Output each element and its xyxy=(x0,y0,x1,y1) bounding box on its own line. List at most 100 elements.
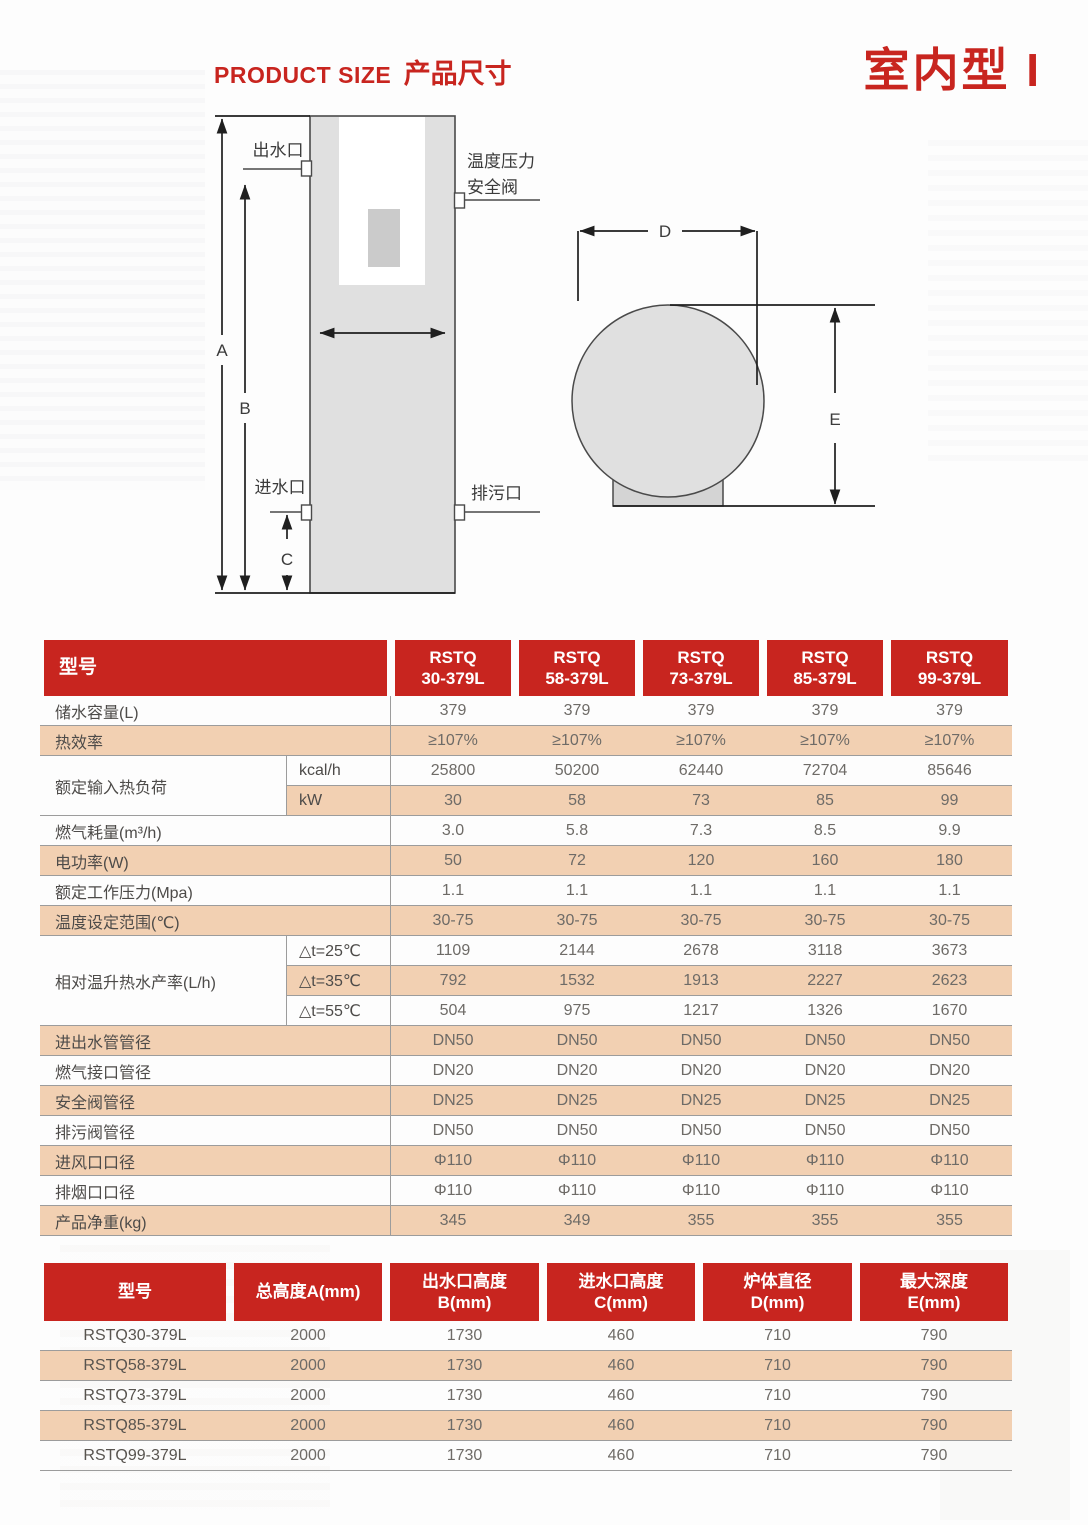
dim-cell: 460 xyxy=(543,1381,699,1411)
spec-cell: 62440 xyxy=(639,756,764,786)
spec-row-label: 燃气接口管径 xyxy=(40,1056,392,1086)
spec-cell: 975 xyxy=(515,996,640,1026)
spec-row: 热效率 ≥107% ≥107% ≥107% ≥107% ≥107% xyxy=(40,726,1013,756)
spec-cell: 58 xyxy=(515,786,640,816)
spec-row-label: 额定工作压力(Mpa) xyxy=(40,876,392,906)
dim-cell: 790 xyxy=(856,1321,1012,1351)
spec-row: 排烟口口径 Φ110 Φ110 Φ110 Φ110 Φ110 xyxy=(40,1176,1013,1206)
dim-cell: 1730 xyxy=(386,1321,543,1351)
spec-row-label: 燃气耗量(m³/h) xyxy=(40,816,392,846)
spec-table: 型号 RSTQ 30-379L RSTQ 58-379L RSTQ 73-379L R… xyxy=(40,640,1013,1236)
spec-row-label: 相对温升热水产率(L/h) xyxy=(40,936,287,1026)
spec-cell: 30-75 xyxy=(887,906,1013,936)
spec-row: 储水容量(L) 379 379 379 379 379 xyxy=(40,696,1013,726)
dimension-lines-top xyxy=(577,225,875,507)
spec-corner-header: 型号 xyxy=(44,640,388,696)
spec-header-row: 型号 RSTQ 30-379L RSTQ 58-379L RSTQ 73-379L R… xyxy=(40,640,1012,696)
page-title-en: PRODUCT SIZE xyxy=(214,62,392,88)
dim-row: RSTQ73-379L 2000 1730 460 710 790 xyxy=(40,1381,1012,1411)
dim-cell: 2000 xyxy=(230,1441,386,1471)
dim-cell: 790 xyxy=(856,1441,1012,1471)
outlet-port-label: 出水口 xyxy=(253,141,304,160)
tank-front-view xyxy=(309,115,456,594)
spec-cell: Φ110 xyxy=(887,1176,1013,1206)
spec-row: 额定工作压力(Mpa) 1.1 1.1 1.1 1.1 1.1 xyxy=(40,876,1013,906)
spec-cell: Φ110 xyxy=(391,1176,516,1206)
spec-row-label: 排污阀管径 xyxy=(40,1116,392,1146)
spec-cell: Φ110 xyxy=(639,1176,764,1206)
spec-row: 燃气接口管径 DN20 DN20 DN20 DN20 DN20 xyxy=(40,1056,1013,1086)
dim-model-cell: RSTQ99-379L xyxy=(40,1441,230,1471)
spec-cell: DN50 xyxy=(515,1026,640,1056)
valve-label-line1: 温度压力 xyxy=(467,152,535,171)
page-title-cn: 产品尺寸 xyxy=(403,59,512,89)
spec-cell: 792 xyxy=(391,966,516,996)
dim-e-label: E xyxy=(829,410,840,429)
spec-cell: Φ110 xyxy=(763,1146,888,1176)
model-header: RSTQ 85-379L xyxy=(767,640,884,696)
spec-cell: 355 xyxy=(887,1206,1013,1236)
spec-cell: DN50 xyxy=(515,1116,640,1146)
background-texture xyxy=(0,70,205,490)
spec-cell: 3673 xyxy=(887,936,1013,966)
spec-row: 电功率(W) 50 72 120 160 180 xyxy=(40,846,1013,876)
spec-cell: 1.1 xyxy=(763,876,888,906)
spec-row: 燃气耗量(m³/h) 3.0 5.8 7.3 8.5 9.9 xyxy=(40,816,1013,846)
spec-cell: 5.8 xyxy=(515,816,640,846)
spec-sub-label: △t=25℃ xyxy=(287,936,392,966)
drain-port-label: 排污口 xyxy=(471,484,522,503)
spec-cell: 50200 xyxy=(515,756,640,786)
spec-cell: DN25 xyxy=(515,1086,640,1116)
dim-model-cell: RSTQ85-379L xyxy=(40,1411,230,1441)
dim-cell: 460 xyxy=(543,1351,699,1381)
spec-sub-label: kcal/h xyxy=(287,756,392,786)
spec-cell: 7.3 xyxy=(639,816,764,846)
spec-sub-label: kW xyxy=(287,786,392,816)
spec-cell: 345 xyxy=(391,1206,516,1236)
spec-cell: 30 xyxy=(391,786,516,816)
model-header: RSTQ 99-379L xyxy=(891,640,1009,696)
spec-cell: 1.1 xyxy=(887,876,1013,906)
spec-cell: Φ110 xyxy=(887,1146,1013,1176)
background-texture xyxy=(928,140,1088,470)
spec-cell: 180 xyxy=(887,846,1013,876)
spec-cell: 349 xyxy=(515,1206,640,1236)
dim-model-cell: RSTQ73-379L xyxy=(40,1381,230,1411)
spec-row-label: 产品净重(kg) xyxy=(40,1206,392,1236)
spec-row-label: 进风口口径 xyxy=(40,1146,392,1176)
spec-row: 排污阀管径 DN50 DN50 DN50 DN50 DN50 xyxy=(40,1116,1013,1146)
spec-cell: 2623 xyxy=(887,966,1013,996)
spec-cell: 50 xyxy=(391,846,516,876)
spec-cell: Φ110 xyxy=(515,1176,640,1206)
dim-b-label: B xyxy=(239,399,250,418)
model-header: RSTQ 73-379L xyxy=(643,640,760,696)
dim-cell: 790 xyxy=(856,1351,1012,1381)
spec-cell: 30-75 xyxy=(639,906,764,936)
spec-cell: 2678 xyxy=(639,936,764,966)
spec-cell: DN25 xyxy=(391,1086,516,1116)
dim-header: 型号 xyxy=(44,1263,226,1321)
spec-row: 温度设定范围(℃) 30-75 30-75 30-75 30-75 30-75 xyxy=(40,906,1013,936)
dim-cell: 2000 xyxy=(230,1321,386,1351)
dim-cell: 710 xyxy=(699,1381,856,1411)
spec-cell: 379 xyxy=(391,696,516,726)
spec-cell: ≥107% xyxy=(639,726,764,756)
spec-row-label: 进出水管管径 xyxy=(40,1026,392,1056)
spec-cell: DN50 xyxy=(763,1116,888,1146)
dim-cell: 1730 xyxy=(386,1411,543,1441)
spec-cell: 379 xyxy=(887,696,1013,726)
spec-cell: 504 xyxy=(391,996,516,1026)
spec-cell: DN50 xyxy=(639,1116,764,1146)
spec-cell: 379 xyxy=(515,696,640,726)
spec-cell: 30-75 xyxy=(515,906,640,936)
spec-cell: 73 xyxy=(639,786,764,816)
spec-cell: 72704 xyxy=(763,756,888,786)
dim-cell: 2000 xyxy=(230,1411,386,1441)
spec-cell: 1.1 xyxy=(515,876,640,906)
spec-cell: 160 xyxy=(763,846,888,876)
dim-cell: 2000 xyxy=(230,1381,386,1411)
spec-row-label: 电功率(W) xyxy=(40,846,392,876)
spec-row-label: 排烟口口径 xyxy=(40,1176,392,1206)
spec-cell: 8.5 xyxy=(763,816,888,846)
spec-cell: DN50 xyxy=(887,1026,1013,1056)
